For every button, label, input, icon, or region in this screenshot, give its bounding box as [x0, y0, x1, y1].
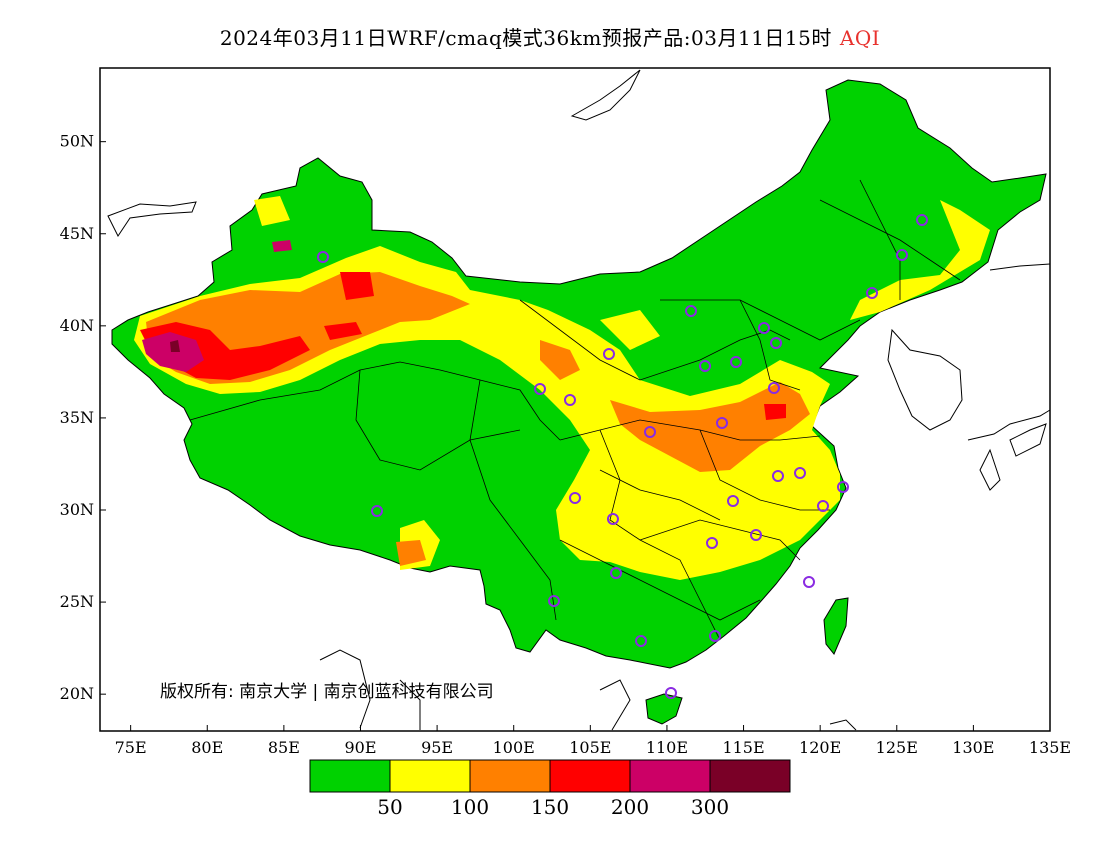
lat-tick-label: 25N	[60, 592, 94, 611]
lat-tick-label: 45N	[60, 224, 94, 243]
axis-ticks: 75E 80E 85E 90E 95E 100E 105E 110E 115E 120E 125E 1…	[60, 132, 1071, 757]
title-text: 2024年03月11日WRF/cmaq模式36km预报产品:03月11日15时	[219, 26, 832, 50]
neighbor-coastlines	[107, 69, 1051, 731]
legend-label: 300	[691, 795, 729, 819]
lat-tick-label: 20N	[60, 684, 94, 703]
hazardous-zone	[170, 340, 180, 352]
province-borders	[189, 179, 961, 641]
legend-swatch	[389, 759, 471, 793]
lon-tick-label: 120E	[799, 738, 841, 757]
map-title: 2024年03月11日WRF/cmaq模式36km预报产品:03月11日15时 A…	[0, 22, 1100, 51]
very-unhealthy-zone-2	[272, 240, 292, 252]
lon-tick-label: 135E	[1029, 738, 1071, 757]
lat-tick-label: 50N	[60, 132, 94, 151]
taiwan-island	[823, 597, 849, 655]
hainan-island	[645, 693, 683, 725]
lon-tick-label: 85E	[268, 738, 300, 757]
legend-label: 150	[531, 795, 569, 819]
title-variable: AQI	[839, 26, 881, 50]
lat-tick-label: 30N	[60, 500, 94, 519]
lon-tick-label: 75E	[115, 738, 147, 757]
lon-tick-label: 90E	[344, 738, 376, 757]
lon-tick-label: 100E	[493, 738, 535, 757]
lon-tick-label: 125E	[876, 738, 918, 757]
legend-label: 50	[377, 795, 402, 819]
lon-tick-label: 80E	[191, 738, 223, 757]
station-markers	[317, 214, 928, 699]
legend-swatch	[469, 759, 551, 793]
aqi-legend: 50 100 150 200 300	[309, 759, 791, 819]
copyright-text: 版权所有: 南京大学 | 南京创蓝科技有限公司	[160, 682, 494, 702]
lon-tick-label: 115E	[722, 738, 764, 757]
lon-tick-label: 105E	[569, 738, 611, 757]
lon-tick-label: 110E	[646, 738, 688, 757]
legend-swatch	[309, 759, 391, 793]
legend-label: 100	[451, 795, 489, 819]
legend-label: 200	[611, 795, 649, 819]
lat-tick-label: 35N	[60, 408, 94, 427]
lon-tick-label: 130E	[952, 738, 994, 757]
lat-tick-label: 40N	[60, 316, 94, 335]
lon-tick-label: 95E	[421, 738, 453, 757]
legend-swatch	[629, 759, 711, 793]
legend-swatch	[709, 759, 791, 793]
legend-swatch	[549, 759, 631, 793]
